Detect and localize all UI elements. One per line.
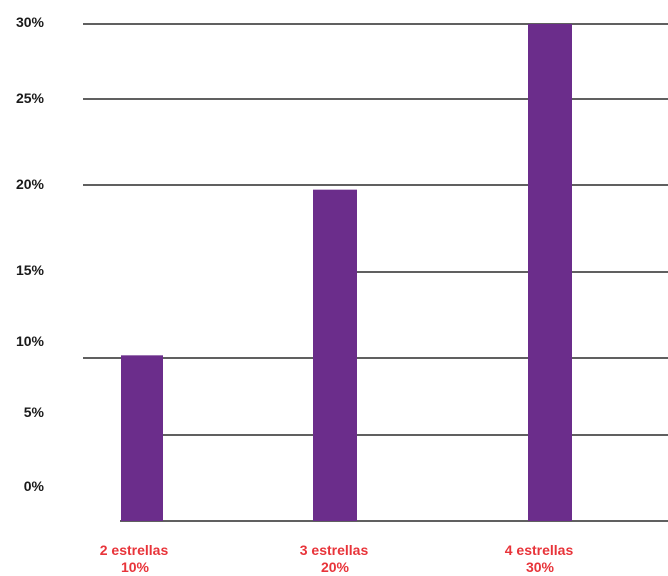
category-label: 2 estrellas	[100, 542, 169, 558]
y-tick-label: 20%	[16, 176, 45, 192]
y-tick-label: 5%	[24, 404, 45, 420]
bar-2	[313, 189, 357, 521]
y-tick-label: 30%	[16, 14, 45, 30]
y-axis-tick-labels: 0% 5% 10% 15% 20% 25% 30%	[16, 14, 45, 494]
y-tick-label: 15%	[16, 262, 45, 278]
y-tick-label: 25%	[16, 90, 45, 106]
grid-layer	[83, 23, 668, 522]
y-tick-label: 0%	[24, 478, 45, 494]
bar-3	[528, 24, 572, 521]
value-label: 10%	[121, 559, 150, 575]
value-label: 30%	[526, 559, 555, 575]
bar-layer	[121, 24, 572, 521]
value-label: 20%	[321, 559, 350, 575]
bar-1	[121, 355, 163, 521]
y-tick-label: 10%	[16, 333, 45, 349]
category-label: 4 estrellas	[505, 542, 574, 558]
category-label: 3 estrellas	[300, 542, 369, 558]
